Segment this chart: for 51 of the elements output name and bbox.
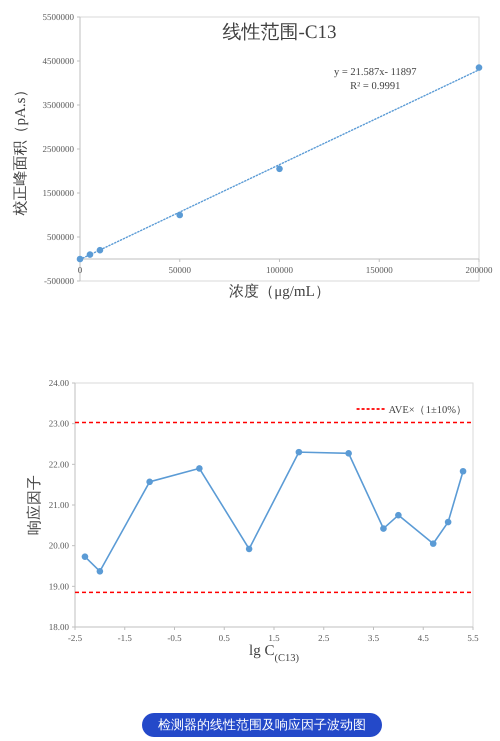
x-tick-label: 150000 [366,265,394,275]
legend-label: AVE×（1±10%） [388,405,467,416]
y-tick-label: 23.00 [48,418,70,429]
point [476,64,482,71]
y-axis-title: 校正峰面积（pA.s） [12,82,29,216]
point [246,546,252,552]
y-tick-label: 24.00 [48,378,70,388]
x-tick-label: 0.5 [218,633,230,643]
x-tick-label: 2.5 [318,633,330,643]
y-axis-title: 响应因子 [26,475,43,535]
y-tick-label: 1500000 [42,188,74,198]
y-tick-label: -500000 [44,276,74,286]
y-tick-label: 3500000 [42,100,74,110]
x-tick-label: 0 [78,265,83,275]
x-tick-label: 1.5 [268,633,280,643]
x-axis-title: 浓度（μg/mL） [229,283,330,300]
chart-title: 线性范围-C13 [222,22,336,43]
y-tick-label: 22.00 [48,459,70,470]
y-tick-label: 21.00 [48,500,70,510]
point [395,512,402,518]
point [146,478,153,486]
x-tick-label: 200000 [466,265,493,275]
y-tick-label: 500000 [47,232,74,242]
x-tick-label: -2.5 [68,633,83,643]
annotation: R² = 0.9991 [350,81,400,92]
point [276,166,283,172]
point [444,518,452,526]
point [82,553,88,560]
y-tick-label: 5500000 [42,12,74,22]
y-tick-label: 4500000 [42,56,74,66]
x-tick-label: 100000 [266,265,294,275]
x-axis-title: lg C$_{(C13)}$ [249,643,300,664]
point [296,448,302,456]
y-tick-label: 2500000 [42,144,74,154]
point [380,525,387,532]
text: 检测器的线性范围及响应因子波动图 [158,717,366,732]
point [345,450,352,457]
x-tick-label: -0.5 [167,633,182,643]
y-tick-label: 20.00 [48,540,70,551]
x-tick-label: 5.5 [467,633,480,643]
x-tick-label: 4.5 [418,633,430,643]
point [460,468,466,475]
point [430,540,436,547]
x-tick-label: 3.5 [368,633,380,643]
point [96,568,104,575]
point [196,465,203,472]
x-tick-label: -1.5 [118,633,132,643]
y-tick-label: 18.00 [48,622,70,632]
annotation: y = 21.587x- 11897 [334,67,417,78]
y-tick-label: 19.00 [48,581,70,592]
x-tick-label: 50000 [168,265,192,275]
